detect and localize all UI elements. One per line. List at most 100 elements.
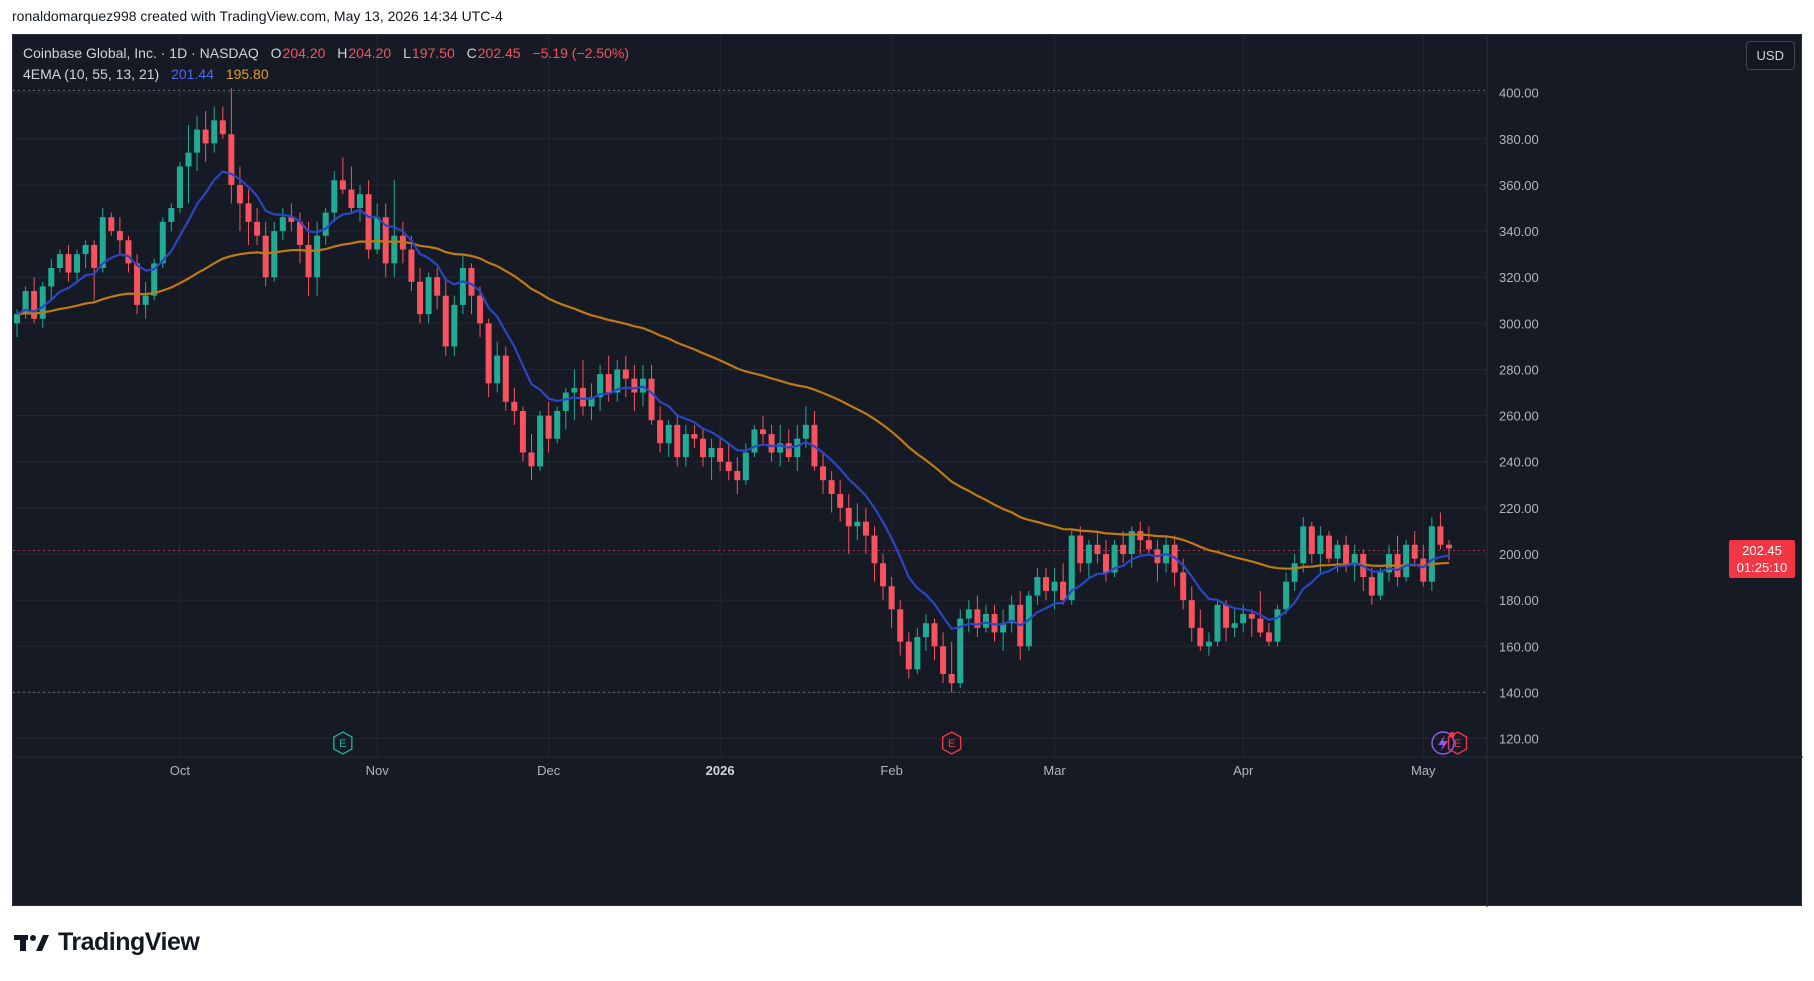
candle-body	[1377, 572, 1384, 596]
x-tick-label: Apr	[1233, 763, 1254, 778]
candle-body	[116, 231, 123, 241]
candle-body	[1411, 544, 1418, 559]
candle-body	[331, 180, 338, 213]
x-tick-label: Dec	[537, 763, 561, 778]
tradingview-logo[interactable]: TradingView	[14, 928, 200, 957]
candle-body	[1446, 544, 1452, 549]
candle-body	[734, 470, 741, 481]
candle-body	[657, 420, 664, 444]
candle-body	[425, 277, 432, 315]
lightning-icon	[1431, 731, 1455, 755]
candle-body	[914, 637, 921, 670]
candle-body	[48, 267, 55, 287]
indicator-title[interactable]: 4EMA (10, 55, 13, 21)	[23, 66, 160, 82]
candle-body	[691, 434, 698, 439]
chart-legend: Coinbase Global, Inc. · 1D · NASDAQ O204…	[23, 43, 629, 85]
candle-body	[1325, 535, 1332, 559]
candle-body	[1085, 544, 1092, 564]
candle-body	[554, 410, 561, 439]
high-label: H	[337, 45, 348, 61]
candle-body	[871, 535, 878, 564]
y-tick-label: 400.00	[1499, 86, 1539, 101]
candle-body	[305, 244, 312, 278]
candle-body	[502, 355, 509, 402]
x-tick-label: Nov	[366, 763, 390, 778]
x-tick-label: May	[1411, 763, 1436, 778]
earnings-marker-icon[interactable]	[941, 731, 962, 755]
ema-slow-line	[16, 239, 1450, 570]
candle-body	[674, 424, 681, 458]
candle-body	[957, 618, 964, 684]
candle-body	[365, 194, 372, 250]
candle-body	[760, 429, 767, 435]
candle-body	[134, 263, 141, 305]
candle-body	[1257, 618, 1264, 633]
candle-body	[922, 623, 929, 638]
earnings-marker-icon[interactable]	[1447, 731, 1468, 755]
x-tick-label: Oct	[170, 763, 191, 778]
currency-button[interactable]: USD	[1745, 41, 1795, 70]
symbol-title[interactable]: Coinbase Global, Inc. · 1D · NASDAQ	[23, 45, 259, 61]
candle-body	[854, 521, 861, 527]
candle-body	[485, 323, 492, 384]
candle-body	[571, 387, 578, 393]
candle-body	[159, 221, 166, 264]
candle-body	[31, 291, 38, 319]
candle-body	[391, 235, 398, 264]
tradingview-brand: TradingView	[58, 928, 200, 956]
candle-body	[1068, 535, 1075, 601]
candle-body	[828, 480, 835, 495]
earnings-marker-icon[interactable]	[333, 731, 353, 755]
candle-body	[1291, 563, 1298, 582]
candle-body	[1094, 544, 1101, 555]
candle-body	[1334, 544, 1341, 559]
candle-body	[1240, 613, 1247, 624]
candle-body	[1403, 544, 1410, 578]
candle-body	[1188, 600, 1195, 628]
candle-body	[1128, 530, 1135, 555]
candle-body	[65, 254, 72, 273]
candle-body	[940, 646, 947, 674]
price-chart[interactable]: 120.00 140.00 160.00 180.00 200.00 220.00 240.…	[13, 35, 1803, 907]
candle-body	[751, 429, 758, 453]
candle-body	[434, 277, 441, 296]
y-tick-label: 260.00	[1499, 409, 1539, 424]
candle-body	[125, 240, 132, 264]
candle-body	[1385, 554, 1392, 573]
candle-body	[1317, 535, 1324, 555]
candle-body	[622, 369, 629, 379]
candle-body	[631, 378, 638, 393]
candle-body	[194, 129, 201, 153]
candle-body	[1308, 526, 1315, 555]
earnings-marker-label: E	[1454, 738, 1461, 750]
candle-body	[948, 673, 955, 684]
x-tick-label: Feb	[880, 763, 902, 778]
candle-body	[862, 521, 869, 536]
y-tick-label: 220.00	[1499, 501, 1539, 516]
y-tick-label: 340.00	[1499, 224, 1539, 239]
candle-body	[888, 586, 895, 610]
candle-body	[1000, 623, 1007, 633]
candle-body	[22, 291, 29, 315]
candle-body	[1428, 526, 1435, 582]
y-tick-label: 140.00	[1499, 685, 1539, 700]
candle-body	[356, 194, 363, 209]
candle-body	[845, 507, 852, 527]
candle-body	[494, 355, 501, 384]
candle-body	[682, 434, 689, 458]
candle-body	[562, 392, 569, 411]
y-tick-label: 200.00	[1499, 547, 1539, 562]
candle-body	[579, 387, 586, 407]
chart-panel[interactable]: 120.00 140.00 160.00 180.00 200.00 220.00 240.…	[12, 34, 1803, 907]
candle-body	[459, 267, 466, 305]
candle-body	[1111, 544, 1118, 573]
candle-body	[348, 189, 355, 209]
candle-body	[99, 217, 106, 268]
candle-body	[982, 613, 989, 628]
candle-body	[880, 563, 887, 587]
candle-body	[219, 120, 226, 135]
ema-fast-value: 201.44	[171, 66, 214, 82]
candle-body	[1248, 613, 1255, 619]
candle-body	[245, 203, 252, 222]
candle-body	[417, 281, 424, 315]
